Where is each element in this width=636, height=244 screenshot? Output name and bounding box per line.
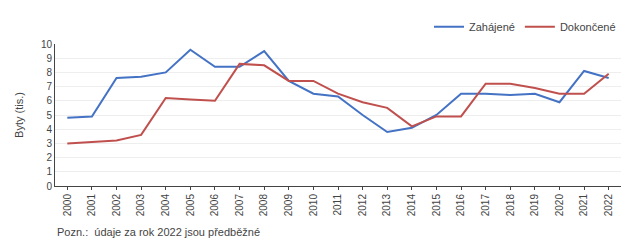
svg-text:2001: 2001	[86, 194, 97, 217]
svg-text:2002: 2002	[111, 194, 122, 217]
svg-text:2006: 2006	[209, 194, 220, 217]
svg-text:9: 9	[46, 53, 52, 64]
svg-text:3: 3	[46, 138, 52, 149]
svg-text:2014: 2014	[406, 194, 417, 217]
svg-text:Dokončené: Dokončené	[560, 21, 616, 33]
svg-text:4: 4	[46, 124, 52, 135]
svg-text:2008: 2008	[258, 194, 269, 217]
svg-text:1: 1	[46, 166, 52, 177]
svg-text:Byty (tis.): Byty (tis.)	[13, 92, 25, 138]
svg-text:2022: 2022	[603, 194, 614, 217]
svg-text:2018: 2018	[505, 194, 516, 217]
svg-text:0: 0	[46, 181, 52, 192]
svg-text:2005: 2005	[185, 194, 196, 217]
svg-text:2010: 2010	[308, 194, 319, 217]
svg-text:2007: 2007	[234, 194, 245, 217]
svg-text:10: 10	[41, 39, 53, 50]
svg-text:2013: 2013	[381, 194, 392, 217]
svg-text:Zahájené: Zahájené	[469, 21, 515, 33]
svg-text:6: 6	[46, 95, 52, 106]
svg-text:2016: 2016	[455, 194, 466, 217]
svg-text:2: 2	[46, 152, 52, 163]
svg-text:8: 8	[46, 67, 52, 78]
svg-text:2021: 2021	[578, 194, 589, 217]
svg-text:2000: 2000	[62, 194, 73, 217]
svg-text:2017: 2017	[480, 194, 491, 217]
svg-text:2015: 2015	[431, 194, 442, 217]
svg-text:7: 7	[46, 81, 52, 92]
svg-text:2011: 2011	[332, 194, 343, 216]
svg-text:Pozn.: údaje za rok 2022 jsou: Pozn.: údaje za rok 2022 jsou předběžné	[57, 226, 260, 238]
svg-text:5: 5	[46, 110, 52, 121]
svg-text:2019: 2019	[529, 194, 540, 217]
svg-text:2020: 2020	[554, 194, 565, 217]
svg-text:2003: 2003	[135, 194, 146, 217]
svg-text:2004: 2004	[160, 194, 171, 217]
svg-text:2012: 2012	[357, 194, 368, 217]
svg-text:2009: 2009	[283, 194, 294, 217]
